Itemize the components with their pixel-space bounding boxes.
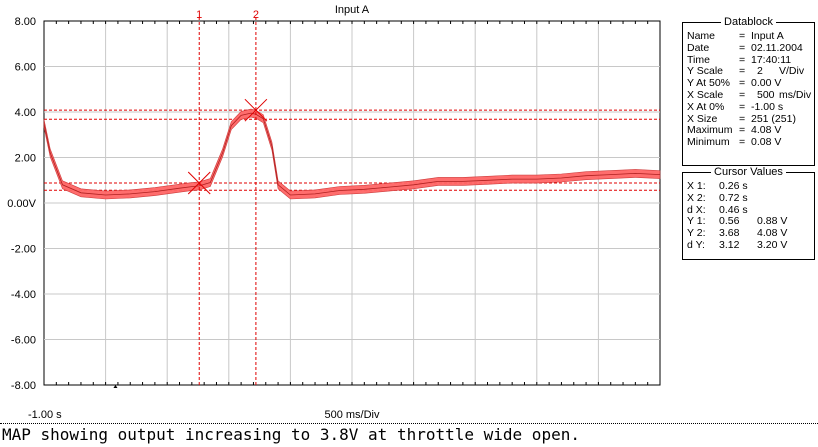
y-tick-label: -6.00 — [11, 335, 36, 347]
cursor-value: 3.68 — [719, 227, 740, 240]
trigger-marker — [113, 385, 118, 388]
y-tick-label: -8.00 — [11, 380, 36, 392]
datablock-panel: Datablock Name = Input A Date = 02.11.2004 Tim… — [682, 16, 815, 166]
cursor-value: 3.12 — [719, 239, 740, 251]
y-tick-label: -2.00 — [11, 244, 36, 256]
cursor-value-v: 4.08 V — [757, 227, 788, 240]
cursor-label: 2 — [253, 9, 259, 21]
cursor-value: 0.46 s — [719, 203, 748, 216]
x-left-label: -1.00 s — [28, 409, 62, 421]
datablock-value: Input A — [751, 30, 784, 42]
datablock-value: 2 — [757, 65, 763, 78]
cursor-key: d X: — [687, 203, 706, 216]
datablock-key: Minimum — [687, 136, 730, 149]
cursor-key: d Y: — [687, 239, 705, 251]
chart-title: Input A — [335, 4, 370, 16]
cursor-value-v: 0.88 V — [757, 215, 788, 228]
datablock-equals: = — [739, 89, 746, 101]
cursor-values-panel: Cursor Values X 1: 0.26 s X 2: 0.72 s d X: 0.… — [682, 166, 815, 260]
y-tick-label: 6.00 — [15, 62, 36, 74]
cursor-values-title: Cursor Values — [683, 165, 814, 179]
waveform-line — [43, 112, 661, 196]
datablock-value: 500 — [757, 89, 775, 101]
waveform-band — [43, 108, 661, 200]
datablock-key: Maximum — [687, 124, 733, 137]
datablock-equals: = — [739, 30, 746, 42]
datablock-equals: = — [739, 41, 746, 54]
datablock-unit: V/Div — [779, 65, 805, 78]
datablock-key: Y Scale — [687, 65, 723, 78]
datablock-equals: = — [739, 124, 746, 137]
datablock-value: -1.00 s — [751, 100, 784, 113]
y-tick-label: 8.00 — [15, 16, 36, 28]
cursor-x-marker — [187, 171, 211, 195]
cursor-x-marker — [244, 98, 268, 122]
datablock-key: Date — [687, 41, 710, 54]
y-tick-label: -4.00 — [11, 289, 36, 301]
datablock-equals: = — [739, 100, 746, 113]
datablock-equals: = — [739, 136, 746, 149]
datablock-equals: = — [739, 65, 746, 78]
datablock-value: 0.00 V — [751, 77, 782, 90]
datablock-value: 17:40:11 — [751, 53, 792, 66]
cursor-value: 0.26 s — [719, 180, 748, 192]
datablock-value: 4.08 V — [751, 124, 782, 137]
y-tick-label: 0.00V — [7, 198, 36, 210]
scope-plot: 8.00 6.00 4.00 2.00 0.00V -2.00 -4.00 -6.00 -8.0… — [7, 4, 661, 421]
x-scale-label: 500 ms/Div — [324, 409, 380, 421]
datablock-equals: = — [739, 53, 746, 66]
cursor-value: 0.72 s — [719, 191, 748, 204]
datablock-key: Name — [687, 30, 716, 42]
datablock-key: X At 0% — [687, 100, 725, 113]
datablock-key: X Scale — [687, 89, 724, 101]
datablock-key: X Size — [687, 112, 718, 125]
datablock-key: Y At 50% — [687, 77, 731, 90]
caption-text: MAP showing output increasing to 3.8V at… — [2, 425, 580, 444]
datablock-equals: = — [739, 112, 746, 125]
datablock-title: Datablock — [683, 15, 814, 29]
cursor-key: X 2: — [687, 191, 706, 204]
datablock-value: 251 (251) — [751, 112, 796, 125]
cursor-value-v: 3.20 V — [757, 239, 788, 251]
y-tick-label: 4.00 — [15, 107, 36, 119]
datablock-value: 02.11.2004 — [751, 41, 803, 54]
cursor-key: X 1: — [687, 180, 706, 192]
cursor-key: Y 1: — [687, 215, 706, 228]
cursor-key: Y 2: — [687, 227, 706, 240]
datablock-value: 0.08 V — [751, 136, 782, 149]
cursor-value: 0.56 — [719, 215, 740, 228]
cursor-label: 1 — [196, 9, 202, 21]
datablock-unit: ms/Div — [779, 89, 812, 101]
datablock-key: Time — [687, 53, 710, 66]
y-tick-label: 2.00 — [15, 153, 36, 165]
caption-separator — [0, 423, 818, 424]
datablock-equals: = — [739, 77, 746, 90]
